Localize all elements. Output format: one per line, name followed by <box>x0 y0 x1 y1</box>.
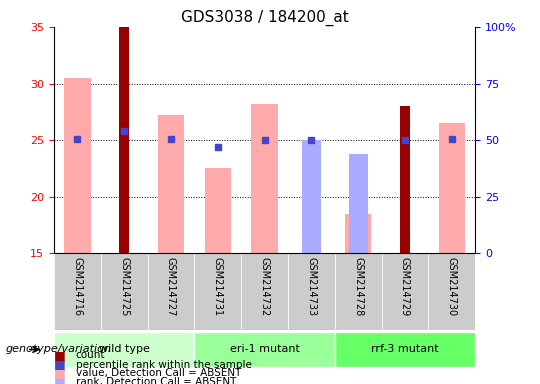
Text: ■: ■ <box>54 376 66 384</box>
FancyBboxPatch shape <box>335 332 475 367</box>
FancyBboxPatch shape <box>54 332 194 367</box>
Bar <box>158 115 184 253</box>
Title: GDS3038 / 184200_at: GDS3038 / 184200_at <box>181 9 348 25</box>
Text: rank, Detection Call = ABSENT: rank, Detection Call = ABSENT <box>76 377 236 384</box>
Bar <box>252 104 278 253</box>
Bar <box>349 154 368 253</box>
Bar <box>54 253 101 330</box>
Text: GSM214731: GSM214731 <box>213 257 223 316</box>
Bar <box>64 78 91 253</box>
Text: GSM214732: GSM214732 <box>260 257 269 316</box>
Text: rrf-3 mutant: rrf-3 mutant <box>371 344 439 354</box>
Bar <box>119 27 130 253</box>
Text: GSM214725: GSM214725 <box>119 257 129 317</box>
Text: ■: ■ <box>54 349 66 362</box>
Bar <box>345 214 372 253</box>
Bar <box>288 253 335 330</box>
Bar <box>400 106 410 253</box>
Bar <box>438 123 465 253</box>
Bar <box>335 253 382 330</box>
Text: eri-1 mutant: eri-1 mutant <box>230 344 300 354</box>
Text: GSM214727: GSM214727 <box>166 257 176 317</box>
Bar <box>205 169 231 253</box>
Text: count: count <box>76 350 105 360</box>
Text: ■: ■ <box>54 358 66 371</box>
Text: GSM214716: GSM214716 <box>72 257 83 316</box>
Text: GSM214728: GSM214728 <box>353 257 363 316</box>
Bar <box>241 253 288 330</box>
Text: genotype/variation: genotype/variation <box>5 344 111 354</box>
Text: GSM214729: GSM214729 <box>400 257 410 316</box>
Bar <box>302 140 321 253</box>
Bar <box>147 253 194 330</box>
Bar <box>101 253 147 330</box>
Text: percentile rank within the sample: percentile rank within the sample <box>76 360 252 370</box>
Bar <box>382 253 428 330</box>
Text: value, Detection Call = ABSENT: value, Detection Call = ABSENT <box>76 368 241 378</box>
Text: GSM214733: GSM214733 <box>306 257 316 316</box>
FancyBboxPatch shape <box>194 332 335 367</box>
Bar <box>428 253 475 330</box>
Text: wild type: wild type <box>99 344 150 354</box>
Bar <box>194 253 241 330</box>
Text: ■: ■ <box>54 367 66 380</box>
Text: GSM214730: GSM214730 <box>447 257 457 316</box>
